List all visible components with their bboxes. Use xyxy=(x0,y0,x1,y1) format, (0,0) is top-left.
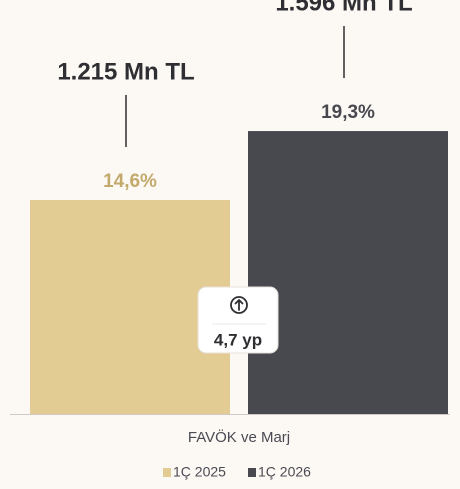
badge-icon xyxy=(230,296,248,314)
badge-box xyxy=(197,286,279,354)
amount-label: 1.215 Mn TL xyxy=(57,58,194,85)
bars: 14,6% 1.215 Mn TL 19,3% 1.596 Mn TL xyxy=(30,0,448,414)
value-label: 14,6% xyxy=(103,171,157,192)
legend: 1Ç 2025 1Ç 2026 xyxy=(163,464,311,480)
legend-swatch xyxy=(163,468,171,477)
badge-arrow xyxy=(234,299,244,311)
badge: 4,7 yp xyxy=(197,286,279,354)
bar xyxy=(248,131,448,414)
category-label: FAVÖK ve Marj xyxy=(188,428,290,446)
value-label: 19,3% xyxy=(321,102,375,123)
legend-label: 1Ç 2025 xyxy=(173,464,226,480)
amount-label: 1.596 Mn TL xyxy=(275,0,412,16)
legend-swatch xyxy=(248,468,256,477)
bar xyxy=(30,199,230,414)
badge-text: 4,7 yp xyxy=(214,330,262,349)
legend-label: 1Ç 2026 xyxy=(258,464,311,480)
